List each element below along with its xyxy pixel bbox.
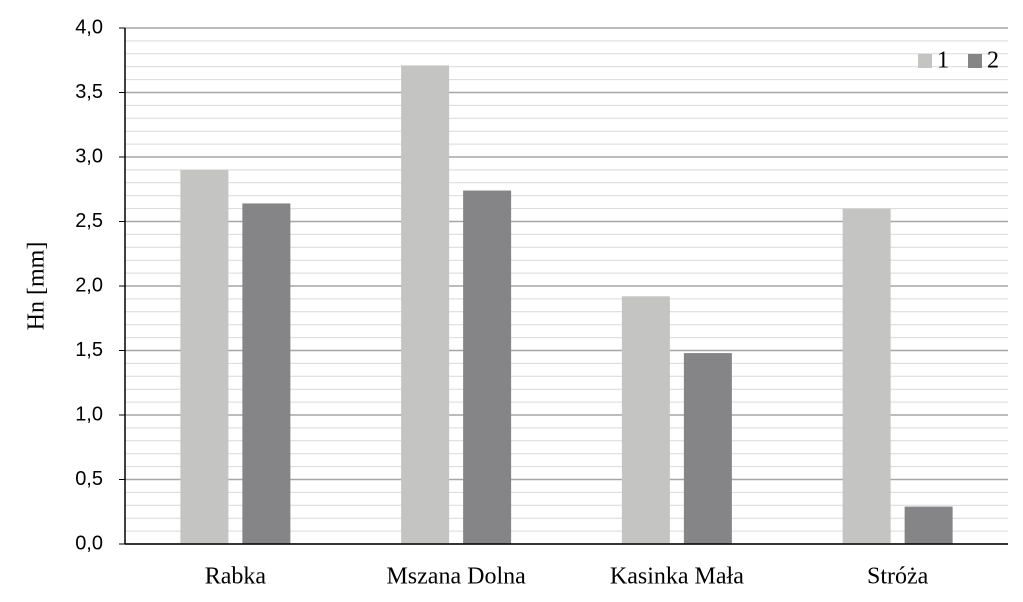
bar <box>842 208 891 544</box>
y-tick-label: 3,0 <box>75 145 103 167</box>
bar <box>242 203 291 544</box>
y-tick-label: 4,0 <box>75 16 103 38</box>
legend-swatch <box>918 54 932 68</box>
legend-swatch <box>968 54 982 68</box>
legend-label: 1 <box>937 48 949 74</box>
y-tick-label: 1,5 <box>75 339 103 361</box>
x-tick-label: Rabka <box>205 564 267 590</box>
bar <box>401 65 450 544</box>
x-tick-label: Kasinka Mała <box>610 564 744 590</box>
y-tick-label: 0,0 <box>75 532 103 554</box>
y-axis-label: Hn [mm] <box>24 242 50 331</box>
y-tick-label: 0,5 <box>75 468 103 490</box>
x-tick-label: Stróża <box>867 564 929 590</box>
y-tick-label: 2,0 <box>75 274 103 296</box>
bar <box>904 506 953 544</box>
bar <box>621 296 670 544</box>
legend-label: 2 <box>987 48 999 74</box>
bar <box>683 353 732 544</box>
y-tick-label: 1,0 <box>75 403 103 425</box>
x-tick-label: Mszana Dolna <box>386 564 526 590</box>
bar <box>463 190 512 545</box>
y-tick-label: 3,5 <box>75 81 103 103</box>
bar <box>180 169 229 544</box>
y-tick-label: 2,5 <box>75 210 103 232</box>
